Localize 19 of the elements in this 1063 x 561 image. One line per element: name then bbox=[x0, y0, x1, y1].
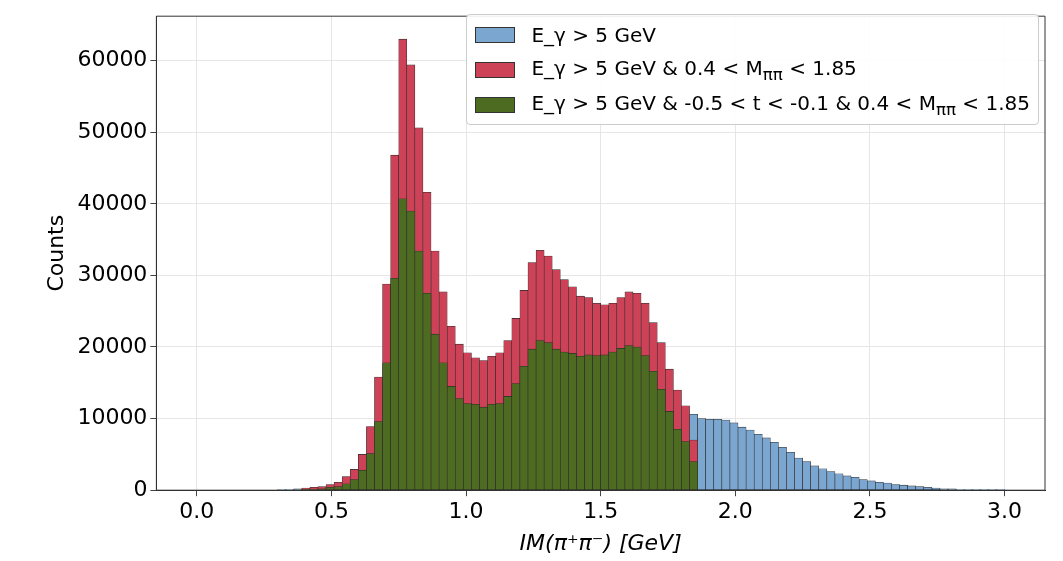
x-tick-label: 1.0 bbox=[448, 498, 484, 524]
y-tick-label: 10000 bbox=[77, 404, 148, 430]
x-axis-title: IM(π⁺π⁻) [GeV] bbox=[519, 529, 682, 555]
y-axis-title: Counts bbox=[42, 214, 68, 292]
y-tick-label: 20000 bbox=[77, 332, 148, 358]
y-tick-label: 30000 bbox=[77, 261, 148, 287]
y-tick-label: 40000 bbox=[77, 189, 148, 215]
x-tick-label: 0.5 bbox=[313, 498, 349, 524]
x-tick-label: 0.0 bbox=[179, 498, 215, 524]
y-tick-label: 60000 bbox=[77, 46, 148, 72]
y-tick-label: 50000 bbox=[77, 117, 148, 143]
legend-label: E_γ > 5 GeV bbox=[531, 22, 656, 47]
legend-label: E_γ > 5 GeV & -0.5 < t < -0.1 & 0.4 < M$_{ππ}$ < 1.85 bbox=[531, 90, 1030, 119]
legend-label: E_γ > 5 GeV & 0.4 < M$_{ππ}$ < 1.85 bbox=[531, 55, 857, 84]
y-tick-label: 0 bbox=[133, 475, 148, 501]
x-tick-label: 2.0 bbox=[717, 498, 753, 524]
x-tick-label: 3.0 bbox=[987, 498, 1023, 524]
x-tick-label: 1.5 bbox=[583, 498, 619, 524]
x-tick-label: 2.5 bbox=[852, 498, 888, 524]
